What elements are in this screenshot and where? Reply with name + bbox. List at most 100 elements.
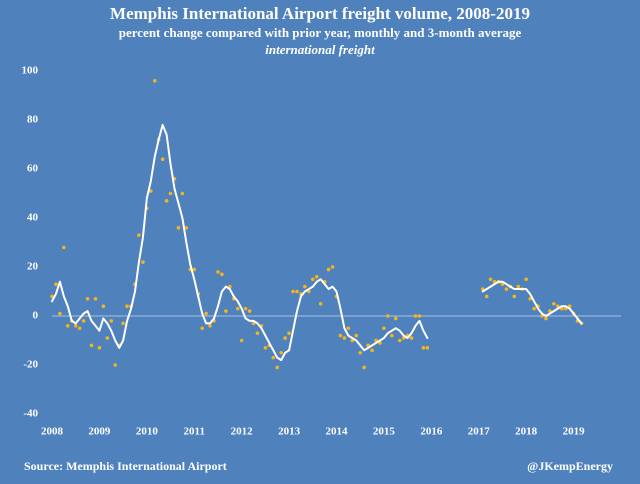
y-tick-label: 80 [27, 114, 39, 126]
data-point [141, 260, 145, 264]
data-point [81, 319, 86, 323]
data-point [362, 365, 366, 370]
data-point [409, 336, 414, 340]
y-tick-label: 60 [27, 163, 39, 175]
data-point [279, 350, 283, 355]
x-tick-label: 2008 [41, 426, 64, 438]
data-point [220, 272, 224, 277]
data-point [148, 189, 153, 193]
data-point [338, 333, 343, 338]
data-point [85, 297, 90, 301]
data-point [382, 326, 386, 331]
data-point [152, 79, 157, 83]
data-point [263, 346, 268, 350]
data-point [397, 338, 402, 343]
data-point [50, 294, 54, 299]
x-tick-label: 2013 [278, 426, 301, 438]
data-point [421, 346, 426, 350]
data-point [528, 297, 532, 301]
data-point [192, 267, 197, 272]
credit: @JKempEnergy [527, 459, 613, 473]
data-point [512, 294, 517, 299]
data-point [247, 309, 252, 313]
x-tick-label: 2016 [420, 426, 443, 438]
data-point [346, 326, 351, 331]
data-point [65, 324, 70, 328]
data-point [532, 306, 536, 311]
data-point [89, 343, 94, 348]
data-point [200, 326, 204, 331]
data-point [243, 306, 248, 311]
data-point [164, 199, 169, 203]
y-tick-label: 20 [27, 261, 39, 273]
y-tick-label: 0 [33, 310, 39, 322]
data-point [330, 265, 335, 269]
y-tick-label: -20 [23, 359, 38, 371]
data-point [295, 289, 299, 294]
data-point [484, 294, 489, 299]
data-point [310, 277, 315, 282]
data-point [386, 314, 390, 318]
data-point [342, 336, 347, 340]
source: Source: Memphis International Airport [24, 459, 227, 473]
data-point [216, 270, 220, 274]
data-point [318, 301, 323, 306]
data-point [54, 282, 58, 286]
y-tick-label: 40 [27, 212, 39, 224]
data-point [73, 324, 78, 328]
data-point [255, 331, 260, 335]
data-point [235, 306, 240, 311]
data-point [224, 309, 228, 313]
data-point [504, 287, 509, 291]
data-point [488, 277, 493, 282]
x-tick-label: 2017 [468, 426, 491, 438]
data-point [275, 365, 280, 370]
data-point [425, 346, 430, 350]
data-point [417, 314, 422, 318]
data-point [354, 333, 359, 338]
data-point [184, 226, 189, 230]
data-point [176, 226, 181, 230]
data-point [137, 233, 141, 237]
data-point [370, 348, 374, 353]
chart-title: Memphis International Airport freight vo… [110, 4, 530, 23]
x-tick-label: 2018 [515, 426, 538, 438]
annotation: international freight [265, 42, 375, 57]
x-tick-label: 2009 [88, 426, 111, 438]
data-point [208, 324, 212, 328]
data-point [390, 333, 394, 338]
line-series [51, 123, 583, 362]
data-point [393, 316, 398, 321]
data-point [113, 363, 118, 367]
data-point [105, 336, 110, 340]
data-point [291, 289, 295, 294]
x-tick-label: 2011 [184, 426, 205, 438]
data-point [168, 191, 173, 196]
data-point [77, 326, 82, 331]
data-point [62, 245, 66, 250]
y-tick-label: -40 [23, 408, 38, 420]
data-point [552, 301, 556, 306]
data-point [180, 191, 185, 196]
data-point [314, 275, 319, 279]
data-point [160, 157, 165, 161]
chart-subtitle: percent change compared with prior year,… [119, 25, 522, 40]
data-point [271, 355, 276, 360]
data-point [125, 304, 129, 309]
data-point [524, 277, 528, 282]
data-point [358, 350, 363, 355]
data-point [303, 284, 307, 289]
data-point [97, 346, 102, 350]
x-tick-label: 2014 [326, 426, 349, 438]
x-tick-label: 2015 [373, 426, 396, 438]
data-point [109, 319, 114, 323]
data-point [413, 314, 418, 318]
data-point [516, 284, 521, 289]
x-tick-label: 2019 [563, 426, 586, 438]
y-tick-label: 100 [22, 65, 39, 77]
data-point [101, 304, 106, 309]
data-point [283, 336, 287, 340]
x-tick-label: 2010 [136, 426, 159, 438]
